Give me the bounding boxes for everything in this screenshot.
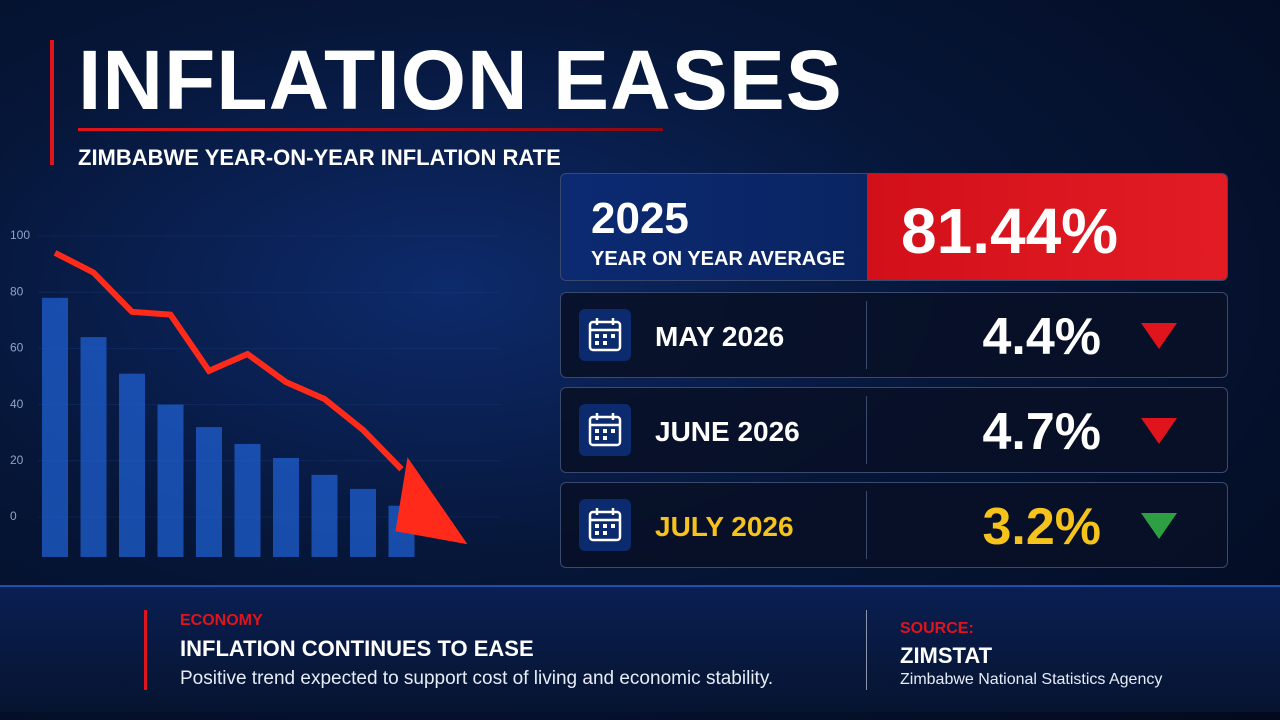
bar (234, 443, 261, 557)
down-arrow (1141, 323, 1177, 349)
month-row: JULY 2026 3.2% (560, 482, 1228, 568)
month-value: 4.7% (982, 403, 1101, 461)
trend-arrowhead (395, 457, 468, 545)
highlight-value-panel (867, 174, 1227, 280)
bar (350, 488, 376, 557)
y-tick-label: 20 (10, 453, 24, 467)
calendar-glyph (588, 318, 622, 352)
y-tick-label: 60 (10, 341, 24, 355)
footer-separator (866, 610, 867, 690)
y-tick-label: 40 (10, 397, 24, 411)
month-label: MAY 2026 (655, 321, 785, 352)
footer (0, 585, 1280, 712)
calendar-icon (579, 404, 631, 456)
accent-bar (50, 40, 54, 165)
highlight-label: YEAR ON YEAR AVERAGE (591, 248, 846, 270)
row-separator (866, 396, 867, 464)
highlight-year: 2025 (591, 194, 689, 243)
down-arrow (1141, 418, 1177, 444)
title: INFLATION EASES (78, 33, 843, 127)
bar (119, 373, 145, 557)
y-tick-label: 0 (10, 509, 17, 523)
source: ZIMSTAT (900, 643, 993, 668)
month-row: MAY 2026 4.4% (560, 292, 1228, 378)
month-row: JUNE 2026 4.7% (560, 387, 1228, 473)
footer-headline: INFLATION CONTINUES TO EASE (180, 636, 534, 661)
row-separator (866, 491, 867, 559)
bar (42, 297, 68, 557)
bar (273, 457, 299, 557)
month-value: 4.4% (982, 308, 1101, 366)
bar (80, 337, 107, 557)
footer-category: ECONOMY (180, 612, 263, 629)
month-value: 3.2% (982, 498, 1101, 556)
y-tick-label: 100 (10, 228, 30, 242)
footer-accent (144, 610, 147, 690)
source-label: SOURCE: (900, 620, 974, 637)
down-arrow (1141, 513, 1177, 539)
background-chart: 0 20 40 60 80 100 (10, 228, 500, 557)
subtitle: ZIMBABWE YEAR-ON-YEAR INFLATION RATE (78, 145, 561, 170)
highlight-value: 81.44% (901, 195, 1119, 267)
trend-line (53, 250, 404, 472)
title-rule (78, 128, 663, 131)
highlight-card: 2025 YEAR ON YEAR AVERAGE 81.44% (560, 173, 1228, 281)
month-label: JUNE 2026 (655, 416, 800, 447)
row-separator (866, 301, 867, 369)
bar (196, 427, 222, 557)
footer-text: Positive trend expected to support cost … (180, 668, 774, 689)
calendar-icon (579, 309, 631, 361)
bar (157, 404, 184, 557)
bar (311, 474, 338, 557)
y-tick-label: 80 (10, 284, 24, 298)
source-full: Zimbabwe National Statistics Agency (900, 671, 1163, 688)
calendar-glyph (588, 508, 622, 542)
calendar-icon (579, 499, 631, 551)
month-label: JULY 2026 (655, 511, 794, 542)
calendar-glyph (588, 413, 622, 447)
